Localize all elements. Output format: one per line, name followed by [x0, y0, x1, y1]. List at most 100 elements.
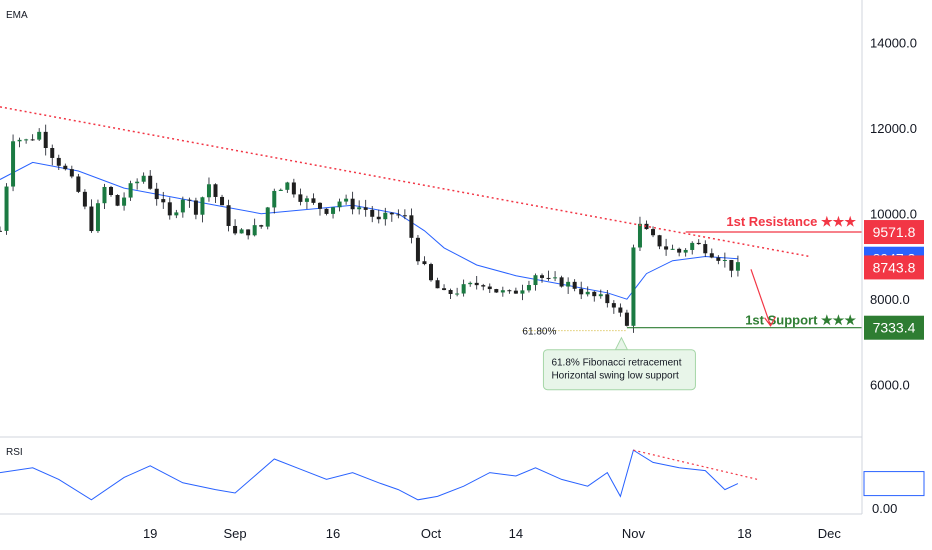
candle-body	[69, 169, 74, 177]
candle-body	[500, 290, 505, 293]
candle-body	[56, 157, 61, 166]
annotation-text: Horizontal swing low support	[551, 371, 679, 382]
price-tick-label: 8000.0	[870, 292, 910, 307]
candle-body	[43, 131, 48, 149]
projection-arrow-shaft	[750, 269, 772, 326]
candle-body	[409, 215, 414, 238]
time-tick-label: Nov	[622, 526, 646, 541]
candle-body	[213, 184, 218, 197]
ema-layer	[0, 161, 738, 300]
candle-body	[533, 275, 538, 286]
candle-body	[24, 139, 29, 141]
resistance-price-label: 9571.8	[873, 224, 916, 240]
candle-body	[344, 198, 349, 202]
rsi-pane: RSI	[0, 447, 758, 501]
candle-body	[0, 230, 2, 232]
candle-body	[618, 307, 623, 313]
resistance-label: 1st Resistance ★★★	[726, 214, 856, 229]
candle-body	[559, 277, 564, 287]
candle-body	[167, 202, 172, 216]
candle-body	[50, 148, 55, 158]
time-tick-label: 16	[326, 526, 340, 541]
candle-body	[605, 294, 610, 304]
candle-body	[683, 249, 688, 253]
annotation-box[interactable]	[542, 349, 696, 391]
candle-body	[233, 225, 238, 234]
price-axis[interactable]: 6000.0 8000.0 10000.0 12000.0 14000.0 0.00	[870, 36, 917, 516]
candle-body	[585, 291, 590, 295]
overlay-layer: 1st Resistance ★★★ 1st Support ★★★ 61.80% 6…	[0, 106, 862, 391]
price-tick-label: 14000.0	[870, 36, 917, 51]
candle-body	[709, 253, 714, 258]
candle-body	[350, 198, 355, 210]
candle-body	[429, 264, 433, 281]
candle-body	[566, 281, 571, 287]
candle-body	[331, 207, 336, 214]
time-tick-label: 19	[143, 526, 157, 541]
resistance-trendline[interactable]	[0, 106, 810, 258]
candle-body	[220, 196, 225, 206]
ema-line	[0, 161, 738, 300]
candle-body	[135, 181, 140, 184]
candle-body	[690, 242, 695, 250]
candle-body	[317, 202, 322, 209]
resistance-price-label-bg	[864, 220, 924, 245]
candle-body	[102, 186, 107, 204]
candle-body	[520, 290, 525, 294]
candle-body	[109, 186, 114, 195]
candle-body	[455, 293, 460, 295]
time-tick-label: 14	[509, 526, 523, 541]
candle-body	[553, 277, 558, 279]
annotation-text: 61.8% Fibonacci retracement	[551, 358, 681, 369]
candle-body	[487, 286, 492, 290]
candle-body	[415, 237, 420, 262]
candle-body	[200, 197, 205, 215]
candle-body	[11, 141, 16, 187]
candle-body	[141, 175, 146, 182]
current-price-label-bg	[864, 255, 924, 280]
rsi-value-label: 38.83	[876, 476, 911, 492]
candle-body	[154, 188, 159, 200]
candle-body	[324, 208, 329, 214]
time-tick-label: Dec	[818, 526, 842, 541]
candle-body	[363, 207, 368, 210]
candle-body	[265, 207, 270, 227]
candle-body	[115, 194, 120, 206]
candle-body	[357, 207, 362, 210]
ema-indicator-label: EMA	[6, 10, 28, 21]
candle-body	[461, 284, 466, 294]
fib-level-label: 61.80%	[522, 327, 556, 338]
candle-body	[291, 182, 296, 195]
candle-body	[161, 199, 166, 203]
price-tick-label: 10000.0	[870, 207, 917, 222]
candle-body	[631, 247, 636, 326]
candle-body	[376, 216, 381, 220]
candle-body	[246, 229, 251, 236]
candle-body	[481, 285, 486, 287]
candle-body	[703, 244, 708, 254]
candle-body	[526, 285, 531, 291]
candle-body	[148, 175, 153, 189]
candle-body	[89, 206, 94, 232]
candle-body	[468, 282, 473, 285]
candle-body	[278, 189, 283, 191]
candle-body	[239, 229, 244, 234]
candle-body	[122, 197, 127, 206]
candle-body	[4, 186, 9, 231]
candle-body	[95, 203, 100, 232]
time-tick-label: 18	[737, 526, 751, 541]
candle-body	[664, 246, 669, 250]
time-tick-label: Sep	[224, 526, 247, 541]
candle-body	[17, 139, 22, 142]
rsi-line	[0, 449, 739, 501]
candle-body	[696, 242, 701, 245]
rsi-trendline[interactable]	[633, 449, 758, 480]
candle-body	[624, 312, 629, 326]
candle-body	[611, 303, 616, 308]
candle-body	[174, 212, 179, 216]
candle-body	[272, 190, 277, 208]
current-price-label: 8743.8	[873, 259, 916, 275]
time-axis[interactable]: 19 Sep 16 Oct 14 Nov 18 Dec	[143, 526, 841, 541]
